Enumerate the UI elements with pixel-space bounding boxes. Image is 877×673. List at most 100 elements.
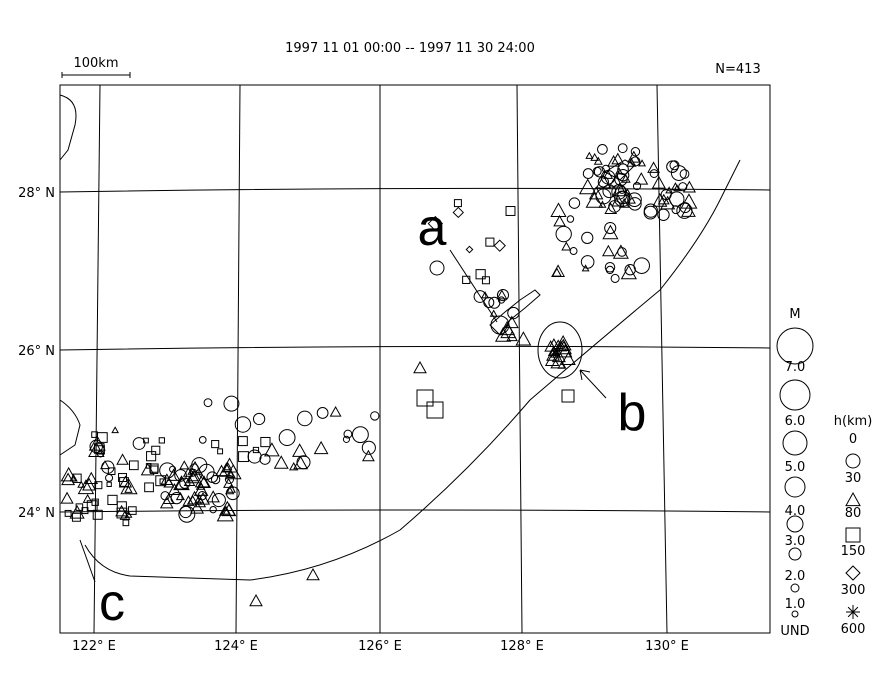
triangle-symbol [263, 442, 280, 457]
circle-symbol [496, 289, 510, 302]
depth-label: 30 [845, 471, 862, 486]
triangle-symbol [116, 453, 129, 465]
triangle-symbol [544, 352, 560, 367]
triangle-symbol [197, 475, 212, 488]
circle-symbol [297, 410, 313, 427]
triangle-symbol [546, 348, 561, 361]
circle-symbol [614, 190, 631, 208]
triangle-symbol [313, 440, 329, 455]
circle-symbol [370, 411, 380, 421]
latitude-label: 26° N [18, 344, 55, 359]
triangle-symbol [496, 289, 508, 300]
annotation: c [99, 574, 125, 632]
circle-symbol [605, 265, 615, 275]
triangle-symbol [293, 455, 309, 470]
circle-symbol [198, 436, 207, 444]
triangle-symbol [585, 151, 594, 159]
circle-symbol [582, 168, 594, 179]
event-count: N=413 [715, 62, 760, 77]
circle-symbol [429, 260, 445, 276]
magnitude-title: M [789, 307, 800, 322]
annotation-line [449, 249, 498, 323]
triangle-symbol [602, 169, 614, 179]
triangle-symbol [585, 191, 604, 208]
triangle-symbol [194, 497, 207, 508]
circle-symbol [170, 492, 183, 505]
circle-symbol [225, 486, 240, 501]
circle-symbol [676, 202, 693, 219]
magnitude-label: 1.0 [785, 597, 806, 612]
triangle-symbol [124, 485, 133, 493]
circle-symbol [361, 440, 376, 455]
circle-symbol [617, 143, 628, 154]
triangle-symbol [224, 463, 242, 480]
triangle-symbol [494, 327, 512, 342]
latitude-label: 24° N [18, 506, 55, 521]
depth-label: 0 [849, 432, 857, 447]
longitude-label: 124° E [214, 639, 258, 654]
circle-symbol [566, 215, 575, 223]
square-symbol [481, 276, 490, 285]
circle-symbol [343, 429, 353, 439]
triangle-symbol [223, 477, 235, 488]
triangle-symbol [515, 331, 532, 346]
square-symbol [119, 477, 129, 487]
magnitude-label: 3.0 [785, 534, 806, 549]
triangle-symbol [634, 172, 649, 185]
circle-symbol [581, 231, 594, 244]
triangle-symbol [550, 202, 567, 217]
china-coast [59, 94, 77, 161]
circle-symbol [597, 144, 608, 155]
triangle-symbol [167, 483, 182, 496]
triangle-symbol [179, 460, 190, 470]
triangle-symbol [602, 244, 615, 257]
circle-symbol [604, 221, 617, 235]
triangle-symbol [680, 193, 698, 209]
triangle-symbol [615, 167, 624, 175]
circle-symbol [223, 395, 240, 412]
square-symbol [238, 451, 249, 463]
triangle-symbol [681, 203, 696, 217]
square-symbol [91, 431, 98, 438]
triangle-symbol [551, 264, 566, 277]
square-symbol [260, 436, 271, 448]
circle-symbol [189, 463, 199, 473]
triangle-symbol [480, 291, 490, 299]
square-symbol [94, 481, 103, 490]
events [60, 143, 698, 607]
triangle-symbol [590, 152, 600, 161]
square-symbol [145, 463, 152, 469]
depth-label: 300 [841, 583, 866, 598]
circle-symbol [679, 169, 690, 179]
square-symbol [91, 498, 99, 506]
square-symbol [107, 494, 118, 506]
triangle-symbol [88, 442, 105, 457]
square-symbol [505, 206, 516, 216]
square-symbol [81, 507, 89, 515]
circle-symbol [497, 296, 506, 304]
square-symbol [237, 436, 248, 447]
annotation-line [79, 539, 96, 583]
square-symbol [159, 478, 166, 485]
triangle-symbol [361, 449, 375, 462]
triangle-symbol [647, 161, 660, 173]
triangle-symbol [226, 484, 236, 493]
diamond-symbol [452, 206, 464, 219]
triangle-symbol [673, 184, 681, 192]
square-symbol [561, 389, 575, 403]
circle-symbol [593, 166, 606, 178]
triangle-symbol [651, 175, 666, 189]
longitude-label: 130° E [645, 639, 689, 654]
circle-symbol [671, 205, 681, 215]
triangle-symbol [550, 347, 562, 358]
triangle-symbol [226, 469, 236, 479]
square-symbol [107, 467, 116, 476]
circle-symbol [316, 407, 329, 419]
circle-symbol [569, 247, 578, 255]
square-symbol [252, 446, 260, 454]
circle-symbol [203, 398, 213, 408]
circle-symbol [633, 257, 650, 274]
magnitude-symbol [790, 583, 800, 593]
circle-symbol [247, 449, 262, 464]
circle-symbol [101, 460, 115, 474]
